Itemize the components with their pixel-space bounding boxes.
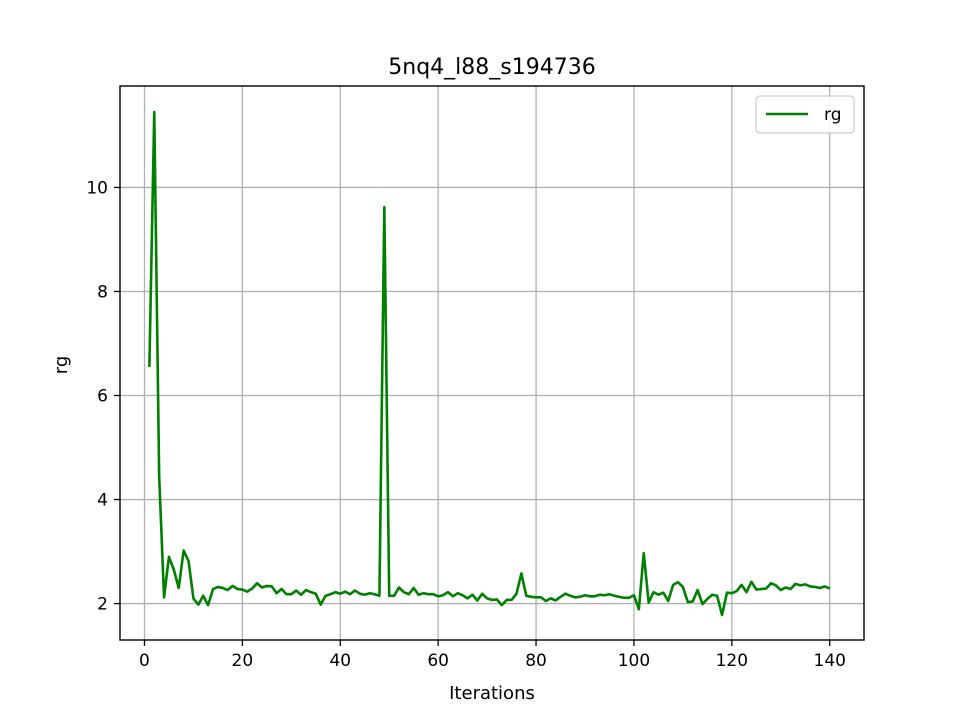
axes: 0 20 40 60 80 100 120 140 2 4 6 8 10: [86, 85, 865, 671]
chart-title: 5nq4_l88_s194736: [388, 55, 595, 80]
x-axis-label: Iterations: [449, 683, 535, 704]
series-layer: [148, 110, 831, 617]
x-tick-label: 80: [525, 651, 547, 671]
y-tick-label: 2: [97, 595, 108, 615]
y-tick-label: 10: [86, 178, 108, 198]
plot-frame: [119, 85, 865, 641]
x-tick-label: 40: [329, 651, 351, 671]
x-tick-label: 60: [427, 651, 449, 671]
grid-lines: [120, 86, 864, 640]
x-tick-label: 120: [716, 651, 748, 671]
legend: rg: [755, 95, 855, 134]
legend-label: rg: [824, 105, 841, 125]
x-tick-label: 100: [618, 651, 650, 671]
x-tick-label: 140: [814, 651, 846, 671]
y-axis-label: rg: [51, 356, 72, 375]
y-tick-label: 4: [97, 491, 108, 511]
x-tick-label: 20: [232, 651, 254, 671]
series-line-rg: [148, 110, 831, 617]
x-tick-label: 0: [139, 651, 150, 671]
y-tick-label: 8: [97, 282, 108, 302]
y-tick-label: 6: [97, 387, 108, 407]
